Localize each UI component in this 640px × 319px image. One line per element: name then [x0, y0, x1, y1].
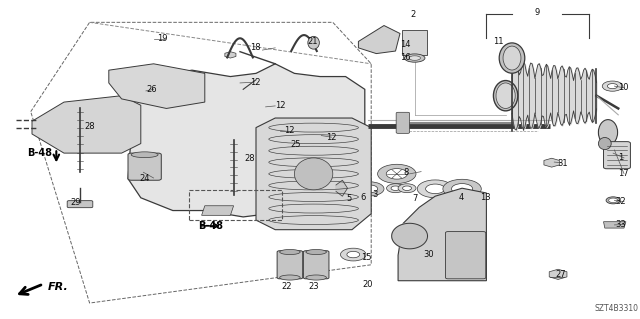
Circle shape	[356, 182, 384, 196]
Text: 2: 2	[410, 10, 415, 19]
Polygon shape	[109, 64, 205, 108]
Text: 24: 24	[140, 174, 150, 182]
Circle shape	[362, 185, 378, 193]
Circle shape	[347, 251, 360, 258]
Circle shape	[345, 183, 365, 193]
Text: 15: 15	[361, 253, 371, 262]
Ellipse shape	[496, 83, 515, 108]
Circle shape	[417, 180, 453, 198]
Ellipse shape	[294, 158, 333, 190]
Text: 28: 28	[244, 154, 255, 163]
Circle shape	[398, 184, 416, 193]
Text: 25: 25	[290, 140, 300, 149]
Ellipse shape	[409, 56, 420, 60]
Text: 4: 4	[458, 193, 463, 202]
Text: B-48: B-48	[27, 148, 52, 158]
Polygon shape	[32, 96, 141, 153]
Text: 28: 28	[84, 122, 95, 131]
Text: 31: 31	[557, 159, 568, 168]
Circle shape	[443, 179, 481, 198]
Ellipse shape	[404, 54, 425, 62]
Polygon shape	[398, 188, 486, 281]
Polygon shape	[256, 118, 371, 230]
Text: 22: 22	[282, 282, 292, 291]
Text: 12: 12	[284, 126, 294, 135]
Text: 30: 30	[423, 250, 433, 259]
Polygon shape	[358, 26, 400, 54]
Text: 18: 18	[250, 43, 260, 52]
Ellipse shape	[606, 197, 620, 204]
Text: 12: 12	[326, 133, 337, 142]
Text: 21: 21	[307, 37, 317, 46]
Text: 32: 32	[615, 197, 626, 206]
Ellipse shape	[609, 198, 618, 203]
Text: 14: 14	[400, 40, 410, 48]
FancyBboxPatch shape	[445, 232, 486, 279]
Ellipse shape	[280, 249, 300, 255]
Ellipse shape	[280, 275, 300, 280]
Circle shape	[340, 248, 366, 261]
Text: 16: 16	[401, 53, 411, 62]
FancyBboxPatch shape	[396, 112, 410, 133]
Circle shape	[387, 184, 404, 193]
Ellipse shape	[499, 43, 525, 73]
Text: 13: 13	[480, 193, 490, 202]
Text: B-48: B-48	[198, 221, 223, 232]
Text: 29: 29	[70, 198, 81, 207]
Circle shape	[378, 164, 416, 183]
Ellipse shape	[493, 81, 518, 111]
Ellipse shape	[598, 137, 611, 150]
Text: 12: 12	[250, 78, 260, 87]
Ellipse shape	[503, 46, 521, 70]
Text: 7: 7	[412, 194, 417, 203]
Bar	[189, 190, 282, 220]
Polygon shape	[202, 206, 234, 215]
Text: 23: 23	[308, 282, 319, 291]
Circle shape	[602, 81, 623, 91]
Polygon shape	[128, 64, 365, 217]
Text: 11: 11	[493, 37, 503, 46]
FancyBboxPatch shape	[303, 251, 329, 279]
FancyBboxPatch shape	[67, 201, 93, 208]
Text: 6: 6	[360, 193, 365, 202]
Text: 9: 9	[535, 8, 540, 17]
Circle shape	[387, 168, 408, 179]
Text: 8: 8	[403, 168, 408, 177]
Text: 27: 27	[556, 271, 566, 279]
Circle shape	[607, 84, 618, 89]
FancyBboxPatch shape	[277, 251, 303, 279]
Circle shape	[350, 186, 360, 191]
Text: 20: 20	[363, 280, 373, 289]
Text: 3: 3	[372, 190, 378, 199]
Circle shape	[452, 184, 472, 194]
Ellipse shape	[598, 120, 618, 145]
Text: 10: 10	[618, 83, 628, 92]
Circle shape	[426, 184, 445, 194]
FancyBboxPatch shape	[128, 153, 161, 180]
Circle shape	[391, 186, 400, 190]
Text: 26: 26	[146, 85, 157, 94]
Text: FR.: FR.	[48, 282, 68, 292]
Text: 5: 5	[346, 194, 351, 203]
Text: 1: 1	[618, 153, 623, 162]
Text: SZT4B3310: SZT4B3310	[595, 304, 639, 313]
Ellipse shape	[306, 275, 326, 280]
FancyBboxPatch shape	[402, 30, 427, 55]
Text: 17: 17	[618, 169, 629, 178]
Text: 12: 12	[275, 101, 285, 110]
FancyBboxPatch shape	[604, 142, 630, 169]
Text: 33: 33	[615, 220, 626, 229]
Ellipse shape	[131, 152, 158, 158]
Polygon shape	[392, 223, 428, 249]
Polygon shape	[336, 180, 348, 196]
Circle shape	[403, 186, 412, 190]
Text: 19: 19	[157, 34, 167, 43]
Ellipse shape	[306, 249, 326, 255]
Polygon shape	[604, 222, 626, 228]
Ellipse shape	[308, 36, 319, 49]
